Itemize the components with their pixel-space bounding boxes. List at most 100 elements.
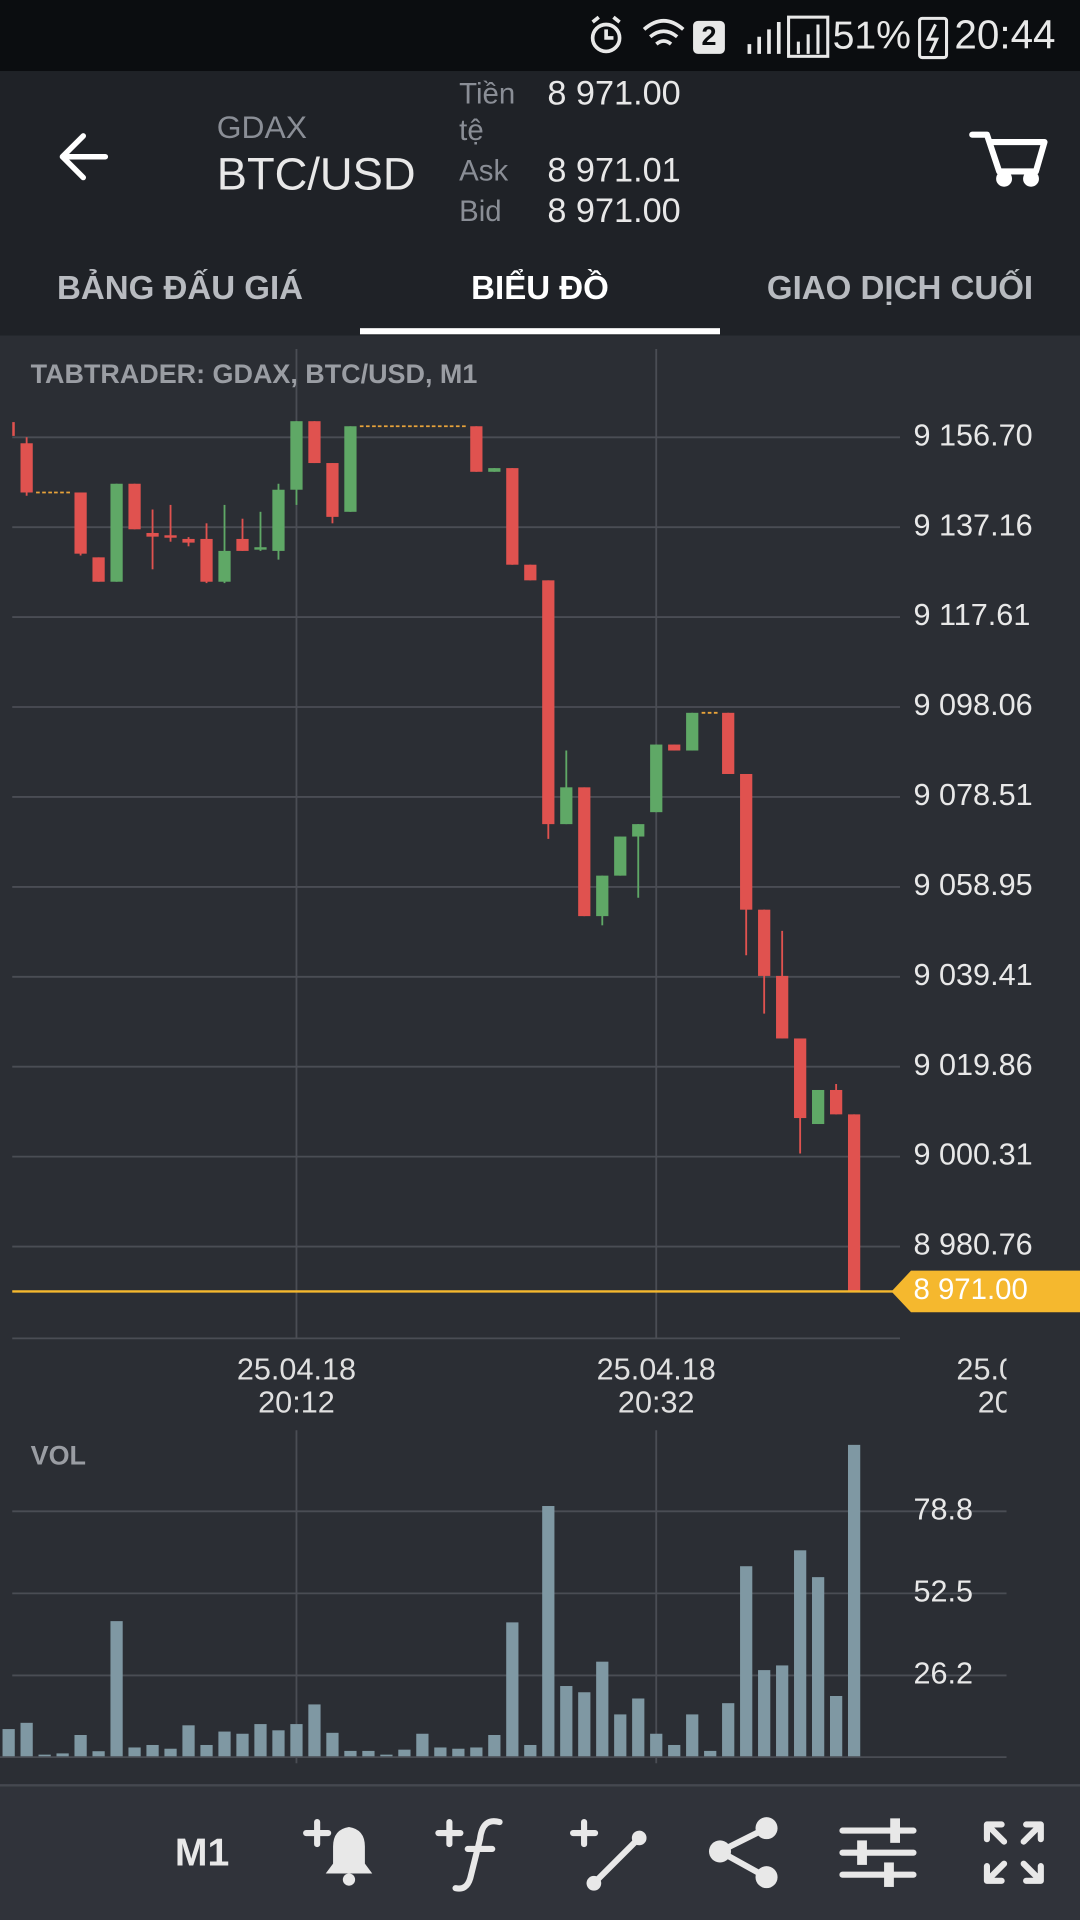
candle-body — [110, 483, 123, 582]
volume-bar — [290, 1724, 303, 1758]
indicator-button[interactable] — [435, 1818, 503, 1892]
candles — [12, 421, 861, 1292]
volume-bar — [344, 1750, 357, 1758]
candle-body — [308, 421, 321, 464]
quote-label: Ask — [459, 154, 508, 187]
volume-bar — [74, 1734, 87, 1758]
settings-button[interactable] — [839, 1818, 917, 1887]
volume-bar — [470, 1747, 483, 1758]
volume-bar — [182, 1725, 195, 1758]
volume-bar — [830, 1695, 843, 1758]
last-price-label: 8 971.00 — [913, 1273, 1027, 1306]
volume-bar — [452, 1748, 465, 1758]
clock: 20:44 — [954, 12, 1055, 58]
candle-body — [74, 492, 87, 554]
cart-button[interactable] — [969, 131, 1048, 187]
y-tick-label: 9 078.51 — [913, 778, 1032, 812]
volume-bar — [38, 1754, 51, 1758]
candle-body — [650, 744, 663, 813]
battery-level: 51% — [833, 14, 911, 57]
candle-body — [830, 1089, 843, 1115]
charts: 9 156.70 9 137.16 9 117.61 9 098.06 9 078.51… — [0, 348, 1080, 1764]
volume-bar — [254, 1724, 267, 1758]
y-tick-label: 9 019.86 — [913, 1048, 1032, 1082]
quote-label: Bid — [459, 195, 501, 228]
volume-bar — [236, 1733, 249, 1758]
quote-value: 8 971.01 — [547, 152, 680, 190]
chart-title: VOL — [31, 1440, 86, 1470]
volume-bar — [560, 1686, 573, 1758]
x-tick-label: 20:12 — [258, 1386, 335, 1420]
candle-body — [722, 712, 735, 774]
tab[interactable]: BẢNG ĐẤU GIÁ — [57, 269, 303, 307]
candle-body — [12, 422, 15, 436]
timeframe-button[interactable]: M1 — [175, 1831, 229, 1874]
tabs: BẢNG ĐẤU GIÁ BIỂU ĐỒ GIAO DỊCH CUỐI — [57, 268, 1033, 335]
candle-body — [542, 580, 555, 825]
fullscreen-button[interactable] — [983, 1821, 1044, 1884]
volume-bar — [92, 1751, 105, 1758]
chart-area — [0, 335, 1080, 1786]
candle-body — [506, 468, 519, 565]
y-tick-label: 9 137.16 — [913, 508, 1032, 542]
y-tick-label: 26.2 — [913, 1657, 973, 1691]
candle-body — [470, 426, 483, 472]
volume-bar — [686, 1714, 699, 1758]
back-button[interactable] — [37, 118, 130, 196]
volume-bar — [847, 1444, 861, 1758]
quotes: Tiền tệ 8 971.00 Ask 8 971.01 Bid 8 971.00 — [459, 75, 681, 231]
quote-label: Tiền tệ — [459, 77, 515, 147]
volume-bar — [578, 1692, 591, 1758]
volume-bar — [128, 1747, 141, 1758]
volume-bar — [20, 1722, 33, 1758]
y-tick-label: 9 117.61 — [913, 598, 1030, 632]
volume-bar — [164, 1748, 177, 1758]
tab[interactable]: BIỂU ĐỒ — [471, 269, 609, 307]
candle-body — [92, 557, 105, 582]
pair: BTC/USD — [217, 149, 416, 200]
header — [0, 71, 1080, 336]
volume-bar — [398, 1749, 411, 1758]
drawing-button[interactable] — [570, 1818, 647, 1891]
tab[interactable]: GIAO DỊCH CUỐI — [767, 268, 1033, 307]
exchange: GDAX — [217, 109, 307, 145]
volume-bar — [632, 1698, 645, 1758]
candle-body — [812, 1089, 825, 1125]
volume-bar — [488, 1734, 501, 1758]
candle-body — [200, 538, 213, 582]
volume-bar — [812, 1577, 825, 1758]
volume-bar — [218, 1731, 231, 1758]
candle-body — [290, 421, 303, 490]
x-tick-label: 20:52 — [978, 1386, 1055, 1420]
candle-body — [596, 875, 609, 917]
volume-bar — [200, 1744, 213, 1758]
volume-bar — [596, 1661, 609, 1758]
volume-bar — [758, 1670, 771, 1758]
candle-body — [847, 1114, 861, 1292]
candle-body — [668, 744, 681, 751]
candle-body — [578, 787, 591, 917]
volume-bar — [506, 1622, 519, 1758]
candle-body — [776, 975, 789, 1039]
candle-body — [794, 1038, 807, 1119]
x-tick-date: 25.04.18 — [237, 1353, 356, 1387]
y-tick-label: 9 039.41 — [913, 958, 1032, 992]
candle-body — [164, 535, 177, 538]
tab-indicator — [360, 328, 720, 335]
candle-body — [632, 824, 645, 837]
candle-body — [20, 443, 33, 493]
volume-bar — [722, 1703, 735, 1758]
x-tick-label: 20:32 — [618, 1386, 695, 1420]
candle-body — [272, 489, 285, 551]
candle-body — [128, 483, 141, 530]
share-button[interactable] — [708, 1817, 778, 1889]
y-tick-label: 9 156.70 — [913, 418, 1032, 452]
candle-body — [254, 547, 267, 550]
toolbar — [0, 1785, 1080, 1920]
candle-body — [236, 538, 249, 551]
alert-button[interactable] — [303, 1818, 373, 1886]
y-tick-label: 78.8 — [913, 1492, 973, 1526]
y-tick-label: 52.5 — [913, 1574, 973, 1608]
volume-bar — [524, 1744, 537, 1758]
